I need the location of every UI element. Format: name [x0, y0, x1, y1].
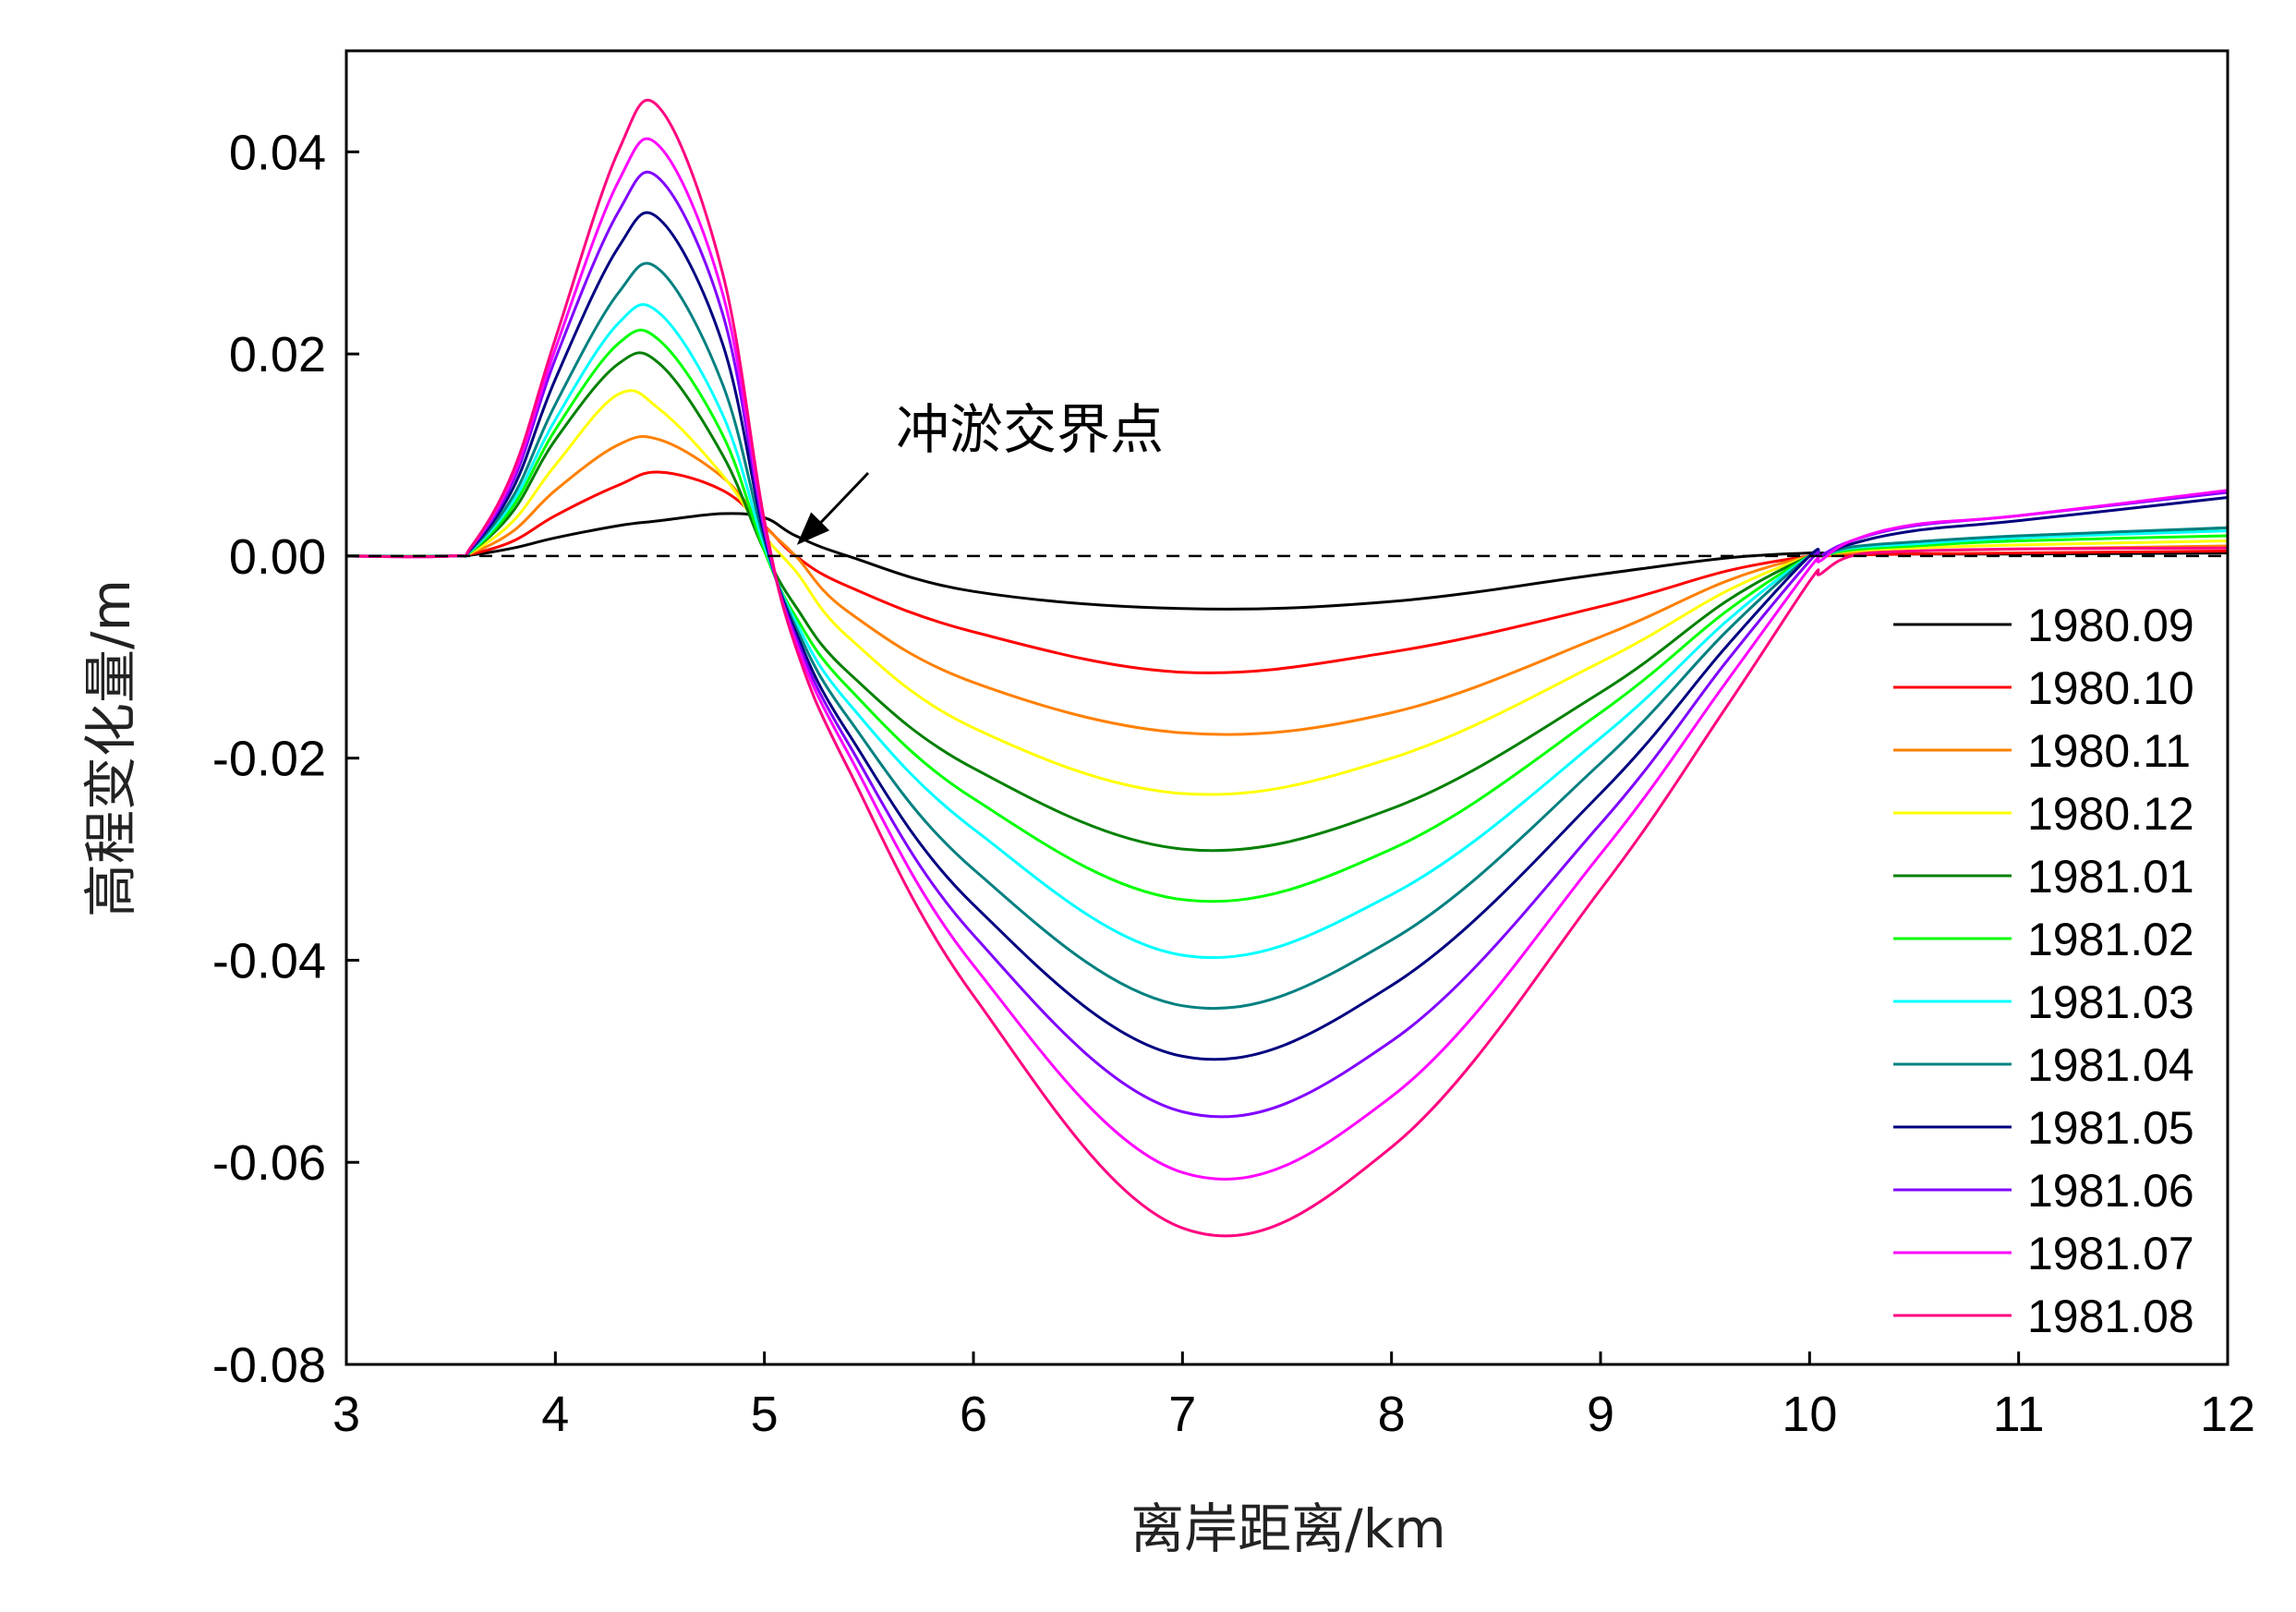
y-tick-label: -0.04: [212, 933, 326, 988]
x-tick-label: 6: [960, 1387, 987, 1442]
plot-frame: [344, 49, 2230, 1366]
legend-label: 1980.11: [2027, 725, 2191, 777]
annotation-arrow-line: [812, 471, 870, 531]
annotation-arrow-head: [796, 512, 830, 545]
x-tick-label: 9: [1587, 1387, 1614, 1442]
x-tick-label: 10: [1782, 1387, 1837, 1442]
y-tick-label: -0.02: [212, 732, 326, 787]
legend-label: 1980.10: [2027, 662, 2194, 714]
y-tick-label: -0.08: [212, 1338, 326, 1393]
series-line-1980-10: [345, 470, 2229, 674]
legend-label: 1981.01: [2027, 851, 2194, 903]
series-line-1981-07: [345, 137, 2229, 1181]
x-tick-label: 3: [332, 1387, 360, 1442]
annotation: 冲淤交界点: [796, 398, 1164, 545]
legend-label: 1981.03: [2027, 976, 2194, 1028]
legend-label: 1980.09: [2027, 600, 2194, 651]
y-axis-title: 高程变化量/m: [79, 579, 142, 917]
x-tick-label: 4: [541, 1387, 569, 1442]
legend-label: 1981.08: [2027, 1291, 2194, 1342]
series-line-1981-08: [345, 98, 2229, 1238]
legend-label: 1981.04: [2027, 1039, 2194, 1091]
x-tick-label: 12: [2200, 1387, 2255, 1442]
x-tick-label: 11: [1993, 1387, 2045, 1442]
y-axis: 0.04 0.02 0.00 -0.02 -0.04 -0.06 -0.08: [212, 125, 359, 1393]
y-tick-label: 0.04: [229, 125, 326, 180]
y-tick-label: 0.02: [229, 327, 326, 382]
x-axis-title: 离岸距离/km: [1130, 1497, 1446, 1560]
legend-label: 1981.06: [2027, 1165, 2194, 1217]
legend-label: 1980.12: [2027, 788, 2194, 840]
annotation-label: 冲淤交界点: [896, 398, 1164, 461]
x-tick-label: 7: [1168, 1387, 1196, 1442]
y-tick-label: -0.06: [212, 1135, 326, 1191]
x-tick-label: 5: [751, 1387, 779, 1442]
legend-label: 1981.07: [2027, 1228, 2194, 1279]
legend-label: 1981.05: [2027, 1102, 2194, 1154]
legend-label: 1981.02: [2027, 914, 2194, 965]
legend: 1980.09 1980.10 1980.11 1980.12 1981.01 1981.…: [1893, 600, 2194, 1342]
x-axis: 3 4 5 6 7 8 9 10 11 12: [332, 1351, 2255, 1442]
y-tick-label: 0.00: [229, 529, 326, 585]
x-tick-label: 8: [1378, 1387, 1406, 1442]
series-line-1980-11: [345, 434, 2229, 736]
